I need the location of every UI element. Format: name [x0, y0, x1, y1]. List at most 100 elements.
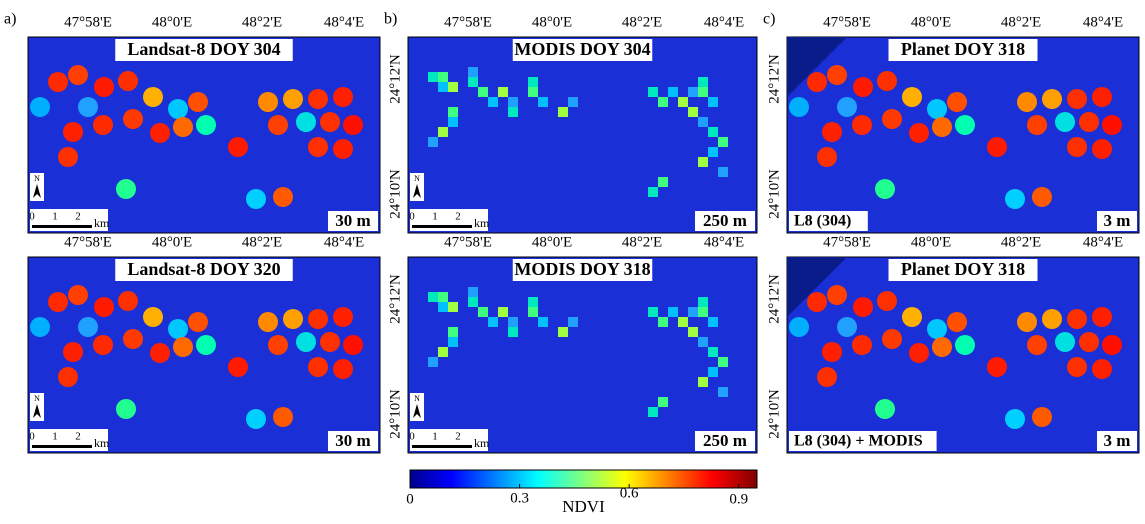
- field: [852, 335, 872, 355]
- panel-label: b): [384, 11, 397, 28]
- field: [93, 335, 113, 355]
- scale-tick: 1: [432, 431, 438, 443]
- panel-title: MODIS DOY 318: [514, 259, 650, 279]
- field: [283, 309, 303, 329]
- panel-label: a): [4, 11, 16, 28]
- modis-pixel: [428, 292, 438, 302]
- lon-tick-label: 48°4'E: [1083, 234, 1123, 250]
- field: [333, 139, 353, 159]
- field: [1055, 112, 1075, 132]
- colorbar-tick-label: 0: [406, 491, 414, 507]
- modis-pixel: [448, 107, 458, 117]
- resolution-box: [1097, 211, 1137, 231]
- modis-pixel: [508, 327, 518, 337]
- modis-pixel: [438, 72, 448, 82]
- lon-tick-label: 48°2'E: [622, 234, 662, 250]
- field: [68, 285, 88, 305]
- field: [308, 137, 328, 157]
- field: [268, 115, 288, 135]
- resolution-label: 30 m: [335, 211, 370, 230]
- modis-pixel: [698, 87, 708, 97]
- field: [333, 87, 353, 107]
- field: [837, 97, 857, 117]
- field: [882, 329, 902, 349]
- field: [955, 335, 975, 355]
- modis-pixel: [448, 337, 458, 347]
- modis-pixel: [488, 97, 498, 107]
- modis-pixel: [698, 377, 708, 387]
- field: [150, 123, 170, 143]
- field: [1055, 332, 1075, 352]
- field: [78, 97, 98, 117]
- resolution-box: [328, 211, 378, 231]
- field: [1092, 87, 1112, 107]
- map-panel: [786, 256, 1140, 454]
- lon-tick-label: 48°0'E: [152, 14, 192, 30]
- modis-pixel: [478, 87, 488, 97]
- modis-pixel: [648, 187, 658, 197]
- modis-pixel: [708, 127, 718, 137]
- field: [947, 92, 967, 112]
- colorbar-label: NDVI: [562, 497, 605, 516]
- scale-bar: [412, 225, 472, 228]
- map-background: [786, 36, 1140, 234]
- modis-pixel: [718, 357, 728, 367]
- colorbar-tick-label: 0.3: [510, 490, 529, 506]
- modis-pixel: [678, 317, 688, 327]
- field: [1017, 92, 1037, 112]
- modis-pixel: [438, 292, 448, 302]
- modis-pixel: [438, 347, 448, 357]
- modis-pixel: [448, 82, 458, 92]
- field: [909, 343, 929, 363]
- field: [296, 332, 316, 352]
- modis-pixel: [528, 77, 538, 87]
- field: [116, 179, 136, 199]
- field: [1027, 335, 1047, 355]
- field: [246, 409, 266, 429]
- modis-pixel: [508, 317, 518, 327]
- north-label: N: [34, 174, 40, 183]
- field: [1032, 407, 1052, 427]
- title-box: [888, 259, 1038, 281]
- modis-pixel: [498, 307, 508, 317]
- panel-title: Landsat-8 DOY 304: [127, 39, 280, 59]
- modis-pixel: [718, 137, 728, 147]
- modis-pixel: [658, 97, 668, 107]
- modis-pixel: [688, 107, 698, 117]
- map-panel: [27, 256, 381, 454]
- field: [258, 312, 278, 332]
- field: [932, 117, 952, 137]
- scale-bar: [412, 445, 472, 448]
- sublabel: L8 (304): [794, 213, 851, 230]
- scale-tick: 2: [75, 211, 81, 223]
- sublabel-box: [789, 431, 937, 451]
- scale-tick: 0: [409, 211, 415, 223]
- resolution-label: 250 m: [703, 211, 747, 230]
- field: [1067, 137, 1087, 157]
- field: [123, 329, 143, 349]
- scale-tick: 2: [455, 211, 461, 223]
- modis-pixel: [468, 67, 478, 77]
- scale-tick: 2: [455, 431, 461, 443]
- modis-pixel: [558, 327, 568, 337]
- lon-tick-label: 48°2'E: [1001, 234, 1041, 250]
- field: [168, 319, 188, 339]
- modis-pixel: [528, 297, 538, 307]
- field: [308, 89, 328, 109]
- field: [308, 357, 328, 377]
- modis-pixel: [688, 327, 698, 337]
- scale-tick: 0: [409, 431, 415, 443]
- map-background: [407, 36, 758, 234]
- resolution-box: [695, 211, 755, 231]
- field: [48, 72, 68, 92]
- lon-tick-label: 47°58'E: [64, 234, 112, 250]
- field: [882, 109, 902, 129]
- field: [258, 92, 278, 112]
- field: [30, 97, 50, 117]
- title-box: [512, 259, 653, 281]
- field: [1027, 115, 1047, 135]
- modis-pixel: [708, 347, 718, 357]
- field: [283, 89, 303, 109]
- field: [143, 87, 163, 107]
